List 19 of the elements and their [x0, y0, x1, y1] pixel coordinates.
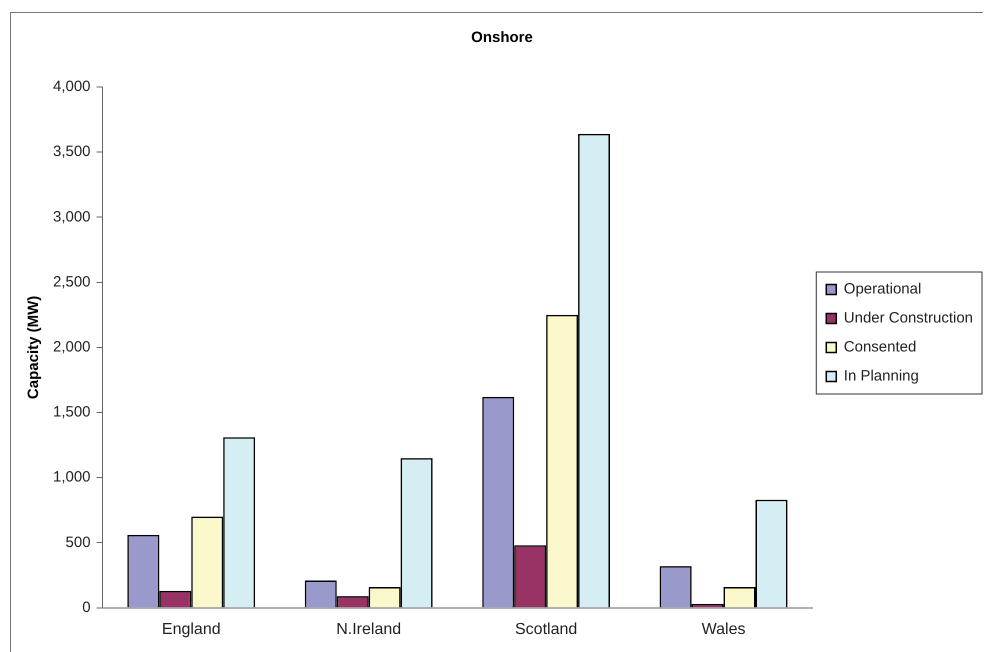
y-tick-label: 4,000	[52, 78, 91, 96]
y-tick-label: 1,500	[52, 404, 91, 421]
legend-label: Consented	[844, 338, 916, 356]
y-tick-label: 0	[82, 598, 91, 616]
y-tick-label: 3,000	[52, 208, 91, 226]
x-tick-label: N.Ireland	[336, 620, 402, 638]
legend-label: Operational	[844, 280, 922, 298]
chart-title: Onshore	[471, 29, 533, 46]
y-tick-label: 1,000	[52, 468, 91, 486]
legend-label: Under Construction	[844, 310, 974, 327]
x-tick-label: Scotland	[514, 620, 578, 638]
y-axis-title: Capacity (MW)	[25, 296, 42, 400]
x-tick-label: Wales	[702, 620, 746, 638]
x-tick-label: England	[162, 620, 221, 638]
legend-label: In Planning	[844, 368, 919, 385]
y-tick-label: 2,500	[52, 273, 91, 290]
y-tick-label: 500	[66, 534, 91, 551]
y-tick-label: 3,500	[52, 143, 91, 160]
y-tick-label: 2,000	[52, 338, 91, 356]
